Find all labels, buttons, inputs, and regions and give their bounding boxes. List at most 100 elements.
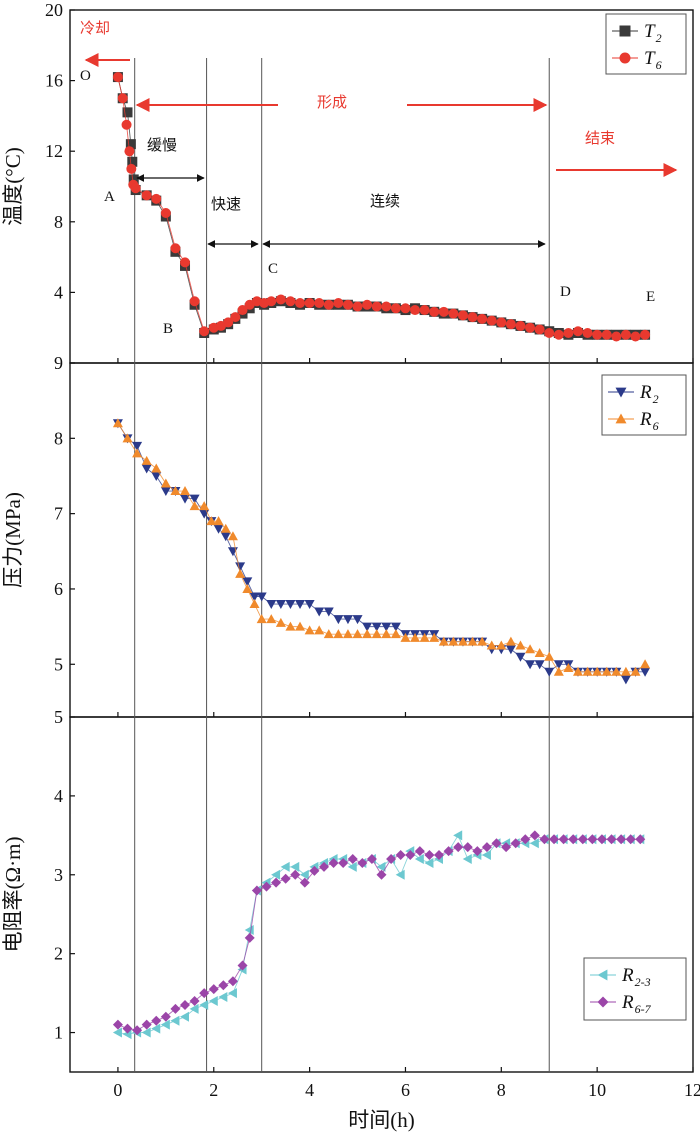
point-e: E xyxy=(646,289,655,305)
data-point-R2 xyxy=(249,592,260,602)
data-point-R2-3 xyxy=(424,857,434,868)
series-line-R2 xyxy=(117,423,646,680)
data-point-T6 xyxy=(170,243,181,254)
data-point-R6-7 xyxy=(251,885,262,896)
data-point-R6-7 xyxy=(386,854,397,864)
data-point-R6 xyxy=(640,659,651,669)
data-point-T6 xyxy=(477,313,488,324)
data-point-R2 xyxy=(180,494,191,504)
data-point-R6-7 xyxy=(625,834,636,845)
data-point-R6-7 xyxy=(132,1025,143,1036)
y-axis-label-resistivity: 电阻率(Ω·m) xyxy=(1,837,25,953)
data-point-T6 xyxy=(563,327,574,338)
data-point-R6 xyxy=(486,640,497,650)
data-point-R2 xyxy=(242,577,253,587)
data-point-T6 xyxy=(467,312,478,323)
legend-label-R2-3: R2-3 xyxy=(621,965,651,989)
data-point-R6 xyxy=(333,629,344,639)
data-point-R2 xyxy=(141,464,152,474)
data-point-R6-7 xyxy=(424,850,435,861)
data-point-T6 xyxy=(323,299,334,310)
data-point-R6-7 xyxy=(558,834,569,845)
data-point-R6 xyxy=(601,666,612,676)
data-point-R6-7 xyxy=(376,869,387,880)
data-point-T6 xyxy=(553,329,564,340)
legend-label-R6: R6 xyxy=(639,409,659,433)
data-point-R6-7 xyxy=(290,869,301,880)
data-point-R2-3 xyxy=(112,1027,122,1038)
point-c: C xyxy=(268,261,278,277)
y-axis-label-pressure: 压力(MPa) xyxy=(1,492,25,588)
legend-box xyxy=(601,374,687,436)
data-point-R6-7 xyxy=(539,834,550,845)
data-point-R6 xyxy=(227,531,238,541)
data-point-R6 xyxy=(477,636,488,646)
y-tick-label: 4 xyxy=(54,786,63,806)
data-point-R6 xyxy=(582,666,593,676)
legend-box xyxy=(583,957,687,1021)
data-point-R6 xyxy=(256,614,267,624)
data-point-T6 xyxy=(112,72,123,83)
data-point-R6-7 xyxy=(122,1023,133,1034)
data-point-R6 xyxy=(180,486,191,496)
point-o: O xyxy=(80,68,91,84)
data-point-R6-7 xyxy=(481,842,492,853)
data-point-R6-7 xyxy=(549,834,560,845)
y-tick-label: 4 xyxy=(54,282,63,302)
data-point-T6 xyxy=(295,297,306,308)
data-point-R6-7 xyxy=(405,850,416,861)
data-point-R6-7 xyxy=(218,980,229,991)
data-point-R6 xyxy=(553,666,564,676)
x-tick-label: 10 xyxy=(588,1080,606,1100)
data-point-R2-3 xyxy=(280,861,290,872)
data-point-T6 xyxy=(572,326,583,337)
label-forming: 形成 xyxy=(317,94,347,111)
data-point-R2 xyxy=(314,607,325,617)
data-point-T6 xyxy=(180,257,191,268)
data-point-T6 xyxy=(151,193,162,204)
data-point-T6 xyxy=(237,305,248,316)
data-point-T6 xyxy=(429,306,440,317)
data-point-R6 xyxy=(249,599,260,609)
legend-marker-R6-7 xyxy=(597,996,609,1008)
data-point-R2 xyxy=(285,600,296,610)
x-tick-label: 12 xyxy=(684,1080,700,1100)
data-point-T6 xyxy=(285,296,296,307)
data-point-T6 xyxy=(544,327,555,338)
data-point-R6 xyxy=(304,625,315,635)
data-point-R6 xyxy=(620,666,631,676)
data-point-R6-7 xyxy=(299,877,310,888)
data-point-R6-7 xyxy=(261,881,272,892)
y-tick-label: 6 xyxy=(54,579,63,599)
legend-resistivity: R2-3 R6-7 xyxy=(583,957,687,1021)
data-point-R6-7 xyxy=(587,834,598,845)
data-point-R2 xyxy=(304,600,315,610)
series-T6 xyxy=(112,72,651,342)
data-point-T6 xyxy=(314,297,325,308)
data-point-R6 xyxy=(438,636,449,646)
data-point-R2 xyxy=(640,667,651,677)
data-point-R6 xyxy=(572,666,583,676)
series-R2-3 xyxy=(112,830,645,1040)
data-point-T6 xyxy=(189,296,200,307)
data-point-R2-3 xyxy=(218,992,228,1003)
data-point-R6-7 xyxy=(318,861,329,872)
data-point-R6-7 xyxy=(577,834,588,845)
data-point-R6-7 xyxy=(616,834,627,845)
data-point-R6 xyxy=(419,632,430,642)
y-tick-label: 9 xyxy=(54,353,63,373)
data-point-R2 xyxy=(323,607,334,617)
panel-frame-pressure xyxy=(69,362,694,718)
data-point-T6 xyxy=(496,317,507,328)
data-point-R6 xyxy=(275,617,286,627)
y-tick-label: 20 xyxy=(45,0,63,20)
data-point-R6 xyxy=(132,448,143,458)
legend-box xyxy=(605,13,687,75)
label-ending: 结束 xyxy=(585,130,615,147)
data-point-T6 xyxy=(400,303,411,314)
y-tick-label: 16 xyxy=(45,71,63,91)
data-point-T6 xyxy=(438,306,449,317)
